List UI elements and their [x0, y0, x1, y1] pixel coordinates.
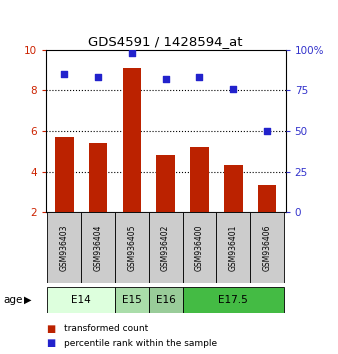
Text: ■: ■ [46, 324, 55, 333]
Bar [55, 137, 74, 212]
Bar [250, 212, 284, 283]
Bar [89, 143, 107, 212]
Bar [81, 212, 115, 283]
Bar [47, 287, 115, 313]
Bar [47, 212, 81, 283]
Point [231, 86, 236, 91]
Bar [122, 68, 141, 212]
Text: GSM936403: GSM936403 [60, 224, 69, 271]
Bar [115, 212, 149, 283]
Bar [149, 287, 183, 313]
Text: E15: E15 [122, 295, 142, 305]
Bar [183, 212, 216, 283]
Text: GSM936405: GSM936405 [127, 224, 136, 271]
Bar [190, 147, 209, 212]
Text: E16: E16 [156, 295, 175, 305]
Bar [156, 155, 175, 212]
Point [163, 76, 168, 82]
Text: transformed count: transformed count [64, 324, 148, 333]
Text: ▶: ▶ [24, 295, 32, 305]
Point [129, 50, 135, 56]
Title: GDS4591 / 1428594_at: GDS4591 / 1428594_at [88, 35, 243, 48]
Text: GSM936406: GSM936406 [263, 224, 271, 271]
Point [197, 74, 202, 80]
Bar [149, 212, 183, 283]
Bar [115, 287, 149, 313]
Point [62, 71, 67, 77]
Text: GSM936400: GSM936400 [195, 224, 204, 271]
Text: GSM936404: GSM936404 [94, 224, 102, 271]
Bar [224, 165, 243, 212]
Text: E17.5: E17.5 [218, 295, 248, 305]
Text: percentile rank within the sample: percentile rank within the sample [64, 339, 217, 348]
Bar [183, 287, 284, 313]
Text: ■: ■ [46, 338, 55, 348]
Point [264, 128, 270, 134]
Text: age: age [3, 295, 23, 305]
Text: GSM936402: GSM936402 [161, 224, 170, 271]
Text: E14: E14 [71, 295, 91, 305]
Bar [216, 212, 250, 283]
Text: GSM936401: GSM936401 [229, 224, 238, 271]
Bar [258, 185, 276, 212]
Point [95, 74, 101, 80]
